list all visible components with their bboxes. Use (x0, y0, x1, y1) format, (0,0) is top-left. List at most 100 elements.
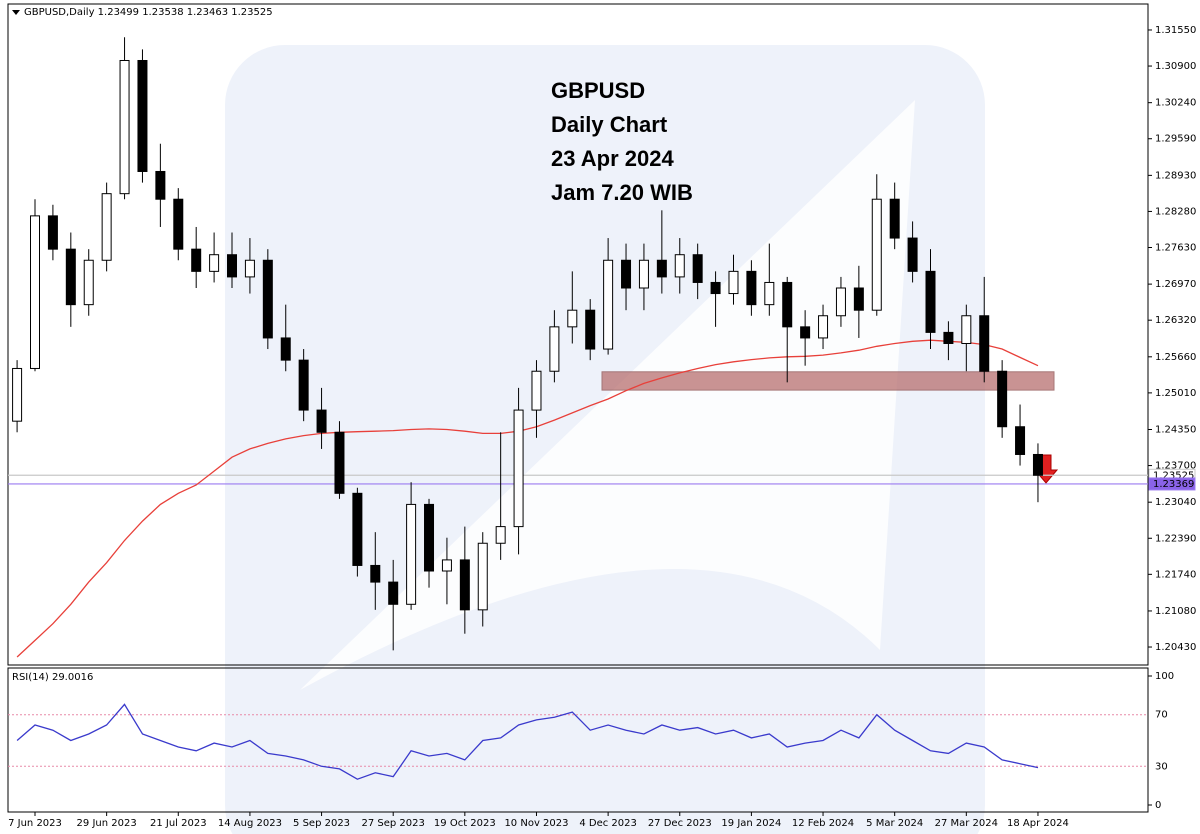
y-tick-label: 1.26320 (1155, 315, 1196, 326)
candle-body (567, 309, 578, 328)
y-tick-label: 1.22390 (1155, 533, 1196, 544)
rsi-line (16, 703, 1039, 780)
y-tick-label: 1.30240 (1155, 98, 1196, 109)
candle-body (137, 59, 148, 172)
moving-average (16, 339, 1039, 658)
candle-body (30, 215, 40, 369)
candle-body (370, 564, 381, 583)
candle-body (638, 259, 649, 289)
candle-body (244, 259, 255, 278)
rsi-label: RSI(14) 29.0016 (12, 672, 93, 683)
x-tick-label: 5 Mar 2024 (866, 818, 923, 829)
rsi-pane (7, 667, 1149, 813)
x-tick-label: 14 Aug 2023 (218, 818, 282, 829)
candle-body (782, 281, 793, 328)
candle-body (298, 359, 309, 411)
y-tick-label: 1.21080 (1155, 606, 1196, 617)
x-tick-label: 27 Mar 2024 (935, 818, 998, 829)
candle-body (513, 409, 524, 528)
candle-body (83, 259, 94, 306)
candle-body (334, 431, 345, 494)
y-tick-label: 1.26970 (1155, 279, 1196, 290)
resistance-zone (601, 371, 1055, 391)
y-tick-label: 1.20430 (1155, 642, 1196, 653)
candle-body (889, 198, 900, 239)
candle-body (979, 315, 990, 372)
x-tick-label: 29 Jun 2023 (77, 818, 137, 829)
candle-body (441, 559, 452, 572)
candle-body (746, 270, 757, 306)
candle-body (65, 248, 76, 306)
candle-body (459, 559, 470, 611)
watermark-mark (300, 100, 915, 690)
y-tick-label: 30 (1155, 761, 1168, 772)
candle-body (227, 254, 238, 278)
y-tick-label: 100 (1155, 671, 1174, 682)
candle-body (352, 492, 363, 566)
candle-body (764, 281, 775, 306)
x-tick-label: 21 Jul 2023 (150, 818, 207, 829)
candle-body (316, 409, 327, 433)
x-tick-label: 27 Sep 2023 (362, 818, 425, 829)
x-tick-label: 4 Dec 2023 (579, 818, 637, 829)
candle-body (155, 170, 166, 200)
candle-body (1032, 453, 1043, 476)
x-tick-label: 5 Sep 2023 (293, 818, 350, 829)
candle-body (12, 367, 23, 422)
candle-body (853, 287, 864, 311)
annotation: Jam 7.20 WIB (551, 180, 693, 205)
candle-body (925, 270, 936, 333)
y-tick-label: 1.25660 (1155, 352, 1196, 363)
candle-body (173, 198, 184, 250)
annotation: Daily Chart (551, 112, 668, 137)
candle-body (835, 287, 846, 317)
price-pane (7, 3, 1149, 666)
y-tick-label: 1.30900 (1155, 61, 1196, 72)
x-tick-label: 18 Apr 2024 (1007, 818, 1069, 829)
candle-body (603, 259, 614, 350)
candle-body (997, 370, 1008, 428)
y-tick-label: 70 (1155, 710, 1168, 721)
candle-body (477, 542, 488, 611)
candle-body (101, 193, 112, 261)
price-box (1148, 477, 1196, 491)
candle-body (262, 259, 273, 339)
candle-body (656, 259, 667, 278)
candle-body (818, 315, 829, 339)
candle-body (1015, 426, 1026, 455)
y-tick-label: 1.23700 (1155, 461, 1196, 472)
y-tick-label: 1.21740 (1155, 569, 1196, 580)
x-tick-label: 7 Jun 2023 (8, 818, 62, 829)
y-tick-label: 1.28280 (1155, 206, 1196, 217)
candle-body (728, 270, 739, 295)
candle-body (943, 331, 954, 344)
menu-icon (12, 10, 20, 15)
y-tick-label: 1.23040 (1155, 497, 1196, 508)
y-tick-label: 1.28930 (1155, 170, 1196, 181)
y-tick-label: 0 (1155, 800, 1161, 811)
candle-body (495, 526, 506, 544)
annotation: GBPUSD (551, 78, 645, 103)
candle-body (961, 315, 972, 344)
candle-body (674, 254, 685, 278)
y-tick-label: 1.25010 (1155, 388, 1196, 399)
annotation: 23 Apr 2024 (551, 146, 674, 171)
y-tick-label: 1.29590 (1155, 134, 1196, 145)
y-tick-label: 1.31550 (1155, 25, 1196, 36)
header: GBPUSD,Daily 1.23499 1.23538 1.23463 1.2… (24, 7, 273, 18)
x-tick-label: 12 Feb 2024 (792, 818, 854, 829)
candle-body (424, 503, 435, 572)
y-tick-label: 1.24350 (1155, 425, 1196, 436)
y-tick-label: 1.27630 (1155, 242, 1196, 253)
candle-body (388, 581, 399, 605)
candle-body (800, 326, 811, 339)
candle-body (209, 254, 220, 272)
candle-body (531, 370, 542, 411)
candle-body (907, 237, 918, 272)
candle-body (549, 326, 560, 372)
candle-body (585, 309, 596, 350)
candle-body (191, 248, 202, 272)
